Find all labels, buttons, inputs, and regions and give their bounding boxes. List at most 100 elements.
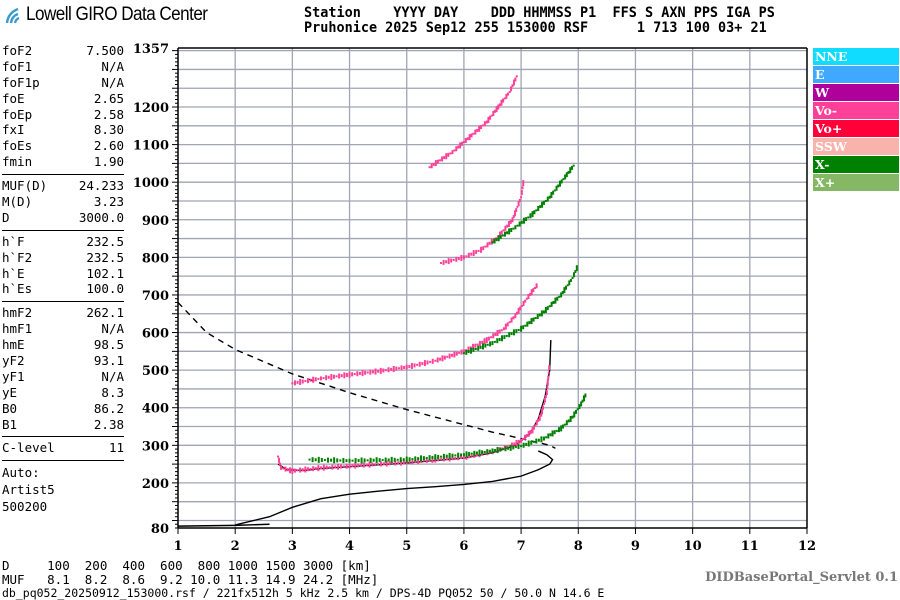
echo-point [484, 245, 487, 248]
param-row: foF1p N/A [2, 75, 124, 91]
echo-point [374, 368, 377, 375]
param-name: yF2 [2, 353, 25, 369]
echo-point [575, 265, 578, 272]
echo-point [474, 343, 477, 348]
echo-point [405, 364, 408, 370]
echo-point [537, 206, 540, 212]
param-row: C-level 11 [2, 440, 124, 456]
echo-point [486, 242, 489, 248]
echo-point [499, 234, 502, 239]
echo-point [472, 250, 475, 257]
echo-point [487, 336, 490, 341]
echo-point [542, 310, 545, 314]
param-row: foF1 N/A [2, 59, 124, 75]
echo-point [580, 401, 583, 407]
echo-point [571, 277, 574, 280]
divider [2, 460, 124, 462]
echo-point [513, 442, 516, 446]
echo-point [348, 463, 351, 469]
echo-point [546, 306, 549, 311]
y-tick-label: 700 [142, 289, 169, 304]
echo-point [492, 333, 495, 339]
echo-point [505, 334, 508, 337]
echo-point [493, 109, 496, 113]
param-row: MUF(D) 24.233 [2, 178, 124, 194]
echo-point [467, 350, 470, 354]
param-name: foF2 [2, 43, 33, 58]
param-value: 7.500 [86, 43, 124, 58]
echo-point [508, 228, 511, 235]
echo-point [547, 371, 550, 374]
echo-point [403, 365, 406, 369]
echo-point [434, 359, 437, 362]
echo-point [317, 377, 320, 380]
echo-point [565, 172, 568, 178]
legend: NNE E W Vo- Vo+ SSW X- X+ [813, 48, 899, 192]
echo-point [369, 369, 372, 375]
echo-point [308, 458, 311, 461]
echo-point [478, 125, 481, 132]
echo-point [387, 458, 390, 462]
echo-point [560, 425, 563, 432]
echo-point [420, 455, 423, 462]
echo-point [317, 465, 320, 472]
x-tick-label: 12 [798, 539, 816, 554]
echo-point [432, 162, 435, 166]
x-tick-label: 2 [231, 539, 240, 554]
echo-point [400, 365, 403, 371]
param-name: M(D) [2, 194, 33, 210]
y-tick-label: 600 [142, 327, 169, 342]
echo-point [470, 133, 473, 138]
echo-point [486, 343, 489, 346]
param-row: yF2 93.1 [2, 353, 124, 369]
echo-point [360, 457, 363, 464]
echo-point [440, 455, 443, 458]
echo-point [439, 357, 442, 361]
echo-point [510, 86, 513, 92]
echo-point [525, 217, 528, 222]
x-tick-label: 5 [402, 539, 411, 554]
echo-point [312, 376, 315, 383]
echo-point [502, 327, 505, 331]
echo-point [576, 408, 579, 411]
echo-point [522, 325, 525, 330]
echo-point [371, 462, 374, 467]
echo-point [421, 362, 424, 366]
echo-point [408, 365, 411, 369]
echo-point [520, 196, 523, 199]
echo-point [533, 210, 536, 215]
legend-item-xminus: X- [813, 156, 899, 173]
param-value: 2.58 [93, 106, 124, 122]
echo-point [442, 453, 445, 459]
echo-point [322, 464, 325, 471]
legend-item-vominus: Vo- [813, 102, 899, 119]
param-row: foEp 2.58 [2, 107, 124, 123]
echo-point [402, 460, 405, 465]
echo-point [498, 103, 501, 107]
distance-row: D 100 200 400 600 800 1000 1500 3000 [km… [2, 558, 371, 573]
echo-point [461, 141, 464, 146]
echo-point [359, 464, 362, 467]
echo-point [531, 427, 534, 434]
param-name: D [2, 209, 10, 225]
echo-point [400, 459, 403, 466]
echo-point [490, 336, 493, 339]
echo-point [382, 368, 385, 373]
echo-point [480, 125, 483, 130]
echo-point [431, 358, 434, 364]
echo-point [525, 297, 528, 300]
param-value: 2.38 [93, 416, 124, 432]
logo: Lowell GIRO Data Center [4, 4, 228, 26]
echo-point [425, 457, 428, 463]
autoscaling-info: Artist5 [2, 482, 55, 498]
divider [2, 229, 124, 231]
echo-point [487, 116, 490, 123]
echo-point [351, 464, 354, 468]
echo-point [472, 132, 475, 135]
echo-point [345, 459, 348, 463]
echo-point [470, 347, 473, 354]
echo-point [524, 299, 527, 303]
param-row: fxI 8.30 [2, 122, 124, 138]
echo-point [496, 338, 499, 344]
autoscaling-info: 500200 [2, 499, 48, 515]
